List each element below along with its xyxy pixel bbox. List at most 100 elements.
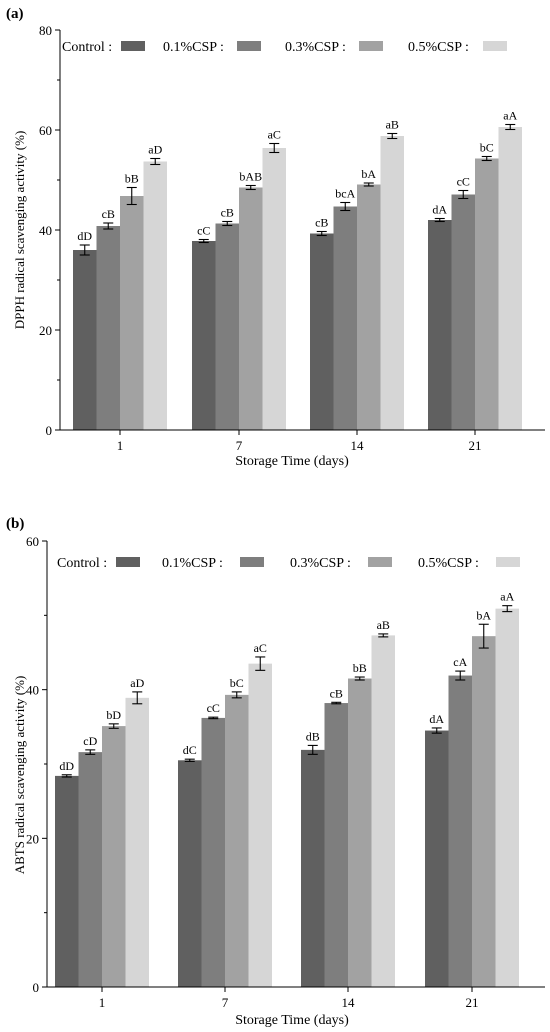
bar: [192, 241, 216, 430]
x-tick-label: 7: [222, 995, 229, 1010]
legend-label: Control :: [62, 40, 112, 55]
bar: [495, 608, 519, 987]
legend-swatch: [368, 557, 392, 567]
x-axis-label-b: Storage Time (days): [235, 1013, 349, 1027]
significance-label: cB: [330, 686, 343, 700]
y-axis-label-b: ABTS radical scavenging activity (%): [12, 676, 27, 875]
significance-label: aD: [148, 143, 162, 157]
significance-label: bC: [480, 141, 494, 155]
legend-swatch: [483, 41, 507, 51]
significance-label: aA: [500, 590, 514, 604]
bar: [78, 752, 102, 987]
significance-label: aB: [377, 618, 390, 632]
bar: [333, 206, 357, 430]
y-tick-label: 0: [33, 980, 40, 995]
legend-label: 0.3%CSP :: [285, 40, 346, 55]
legend-swatch: [240, 557, 264, 567]
significance-label: aC: [268, 128, 281, 142]
bar: [348, 678, 372, 987]
significance-label: bD: [106, 708, 121, 722]
significance-label: bB: [353, 661, 367, 675]
legend-b: Control : 0.1%CSP : 0.3%CSP : 0.5%CSP :: [57, 556, 520, 571]
bar: [380, 136, 404, 430]
significance-label: dD: [77, 229, 92, 243]
y-tick-label: 20: [39, 323, 52, 338]
significance-label: aC: [254, 641, 267, 655]
significance-label: dC: [183, 743, 197, 757]
significance-label: aB: [386, 118, 399, 132]
axes-b: 0 20 40 60 1 7 14 21: [26, 534, 545, 1010]
bar: [201, 717, 225, 987]
y-tick-label: 40: [39, 223, 52, 238]
x-tick-label: 1: [117, 438, 124, 453]
panel-label-a: (a): [6, 6, 24, 22]
bar: [301, 749, 325, 987]
x-tick-label: 14: [351, 438, 365, 453]
bar: [371, 635, 395, 987]
bar: [248, 663, 272, 987]
bar: [120, 196, 144, 430]
significance-label: bcA: [335, 187, 355, 201]
significance-label: cC: [457, 175, 470, 189]
legend-label: Control :: [57, 556, 107, 571]
significance-label: cA: [453, 655, 467, 669]
bar: [102, 726, 126, 987]
bars-b: dD dC dB dA cD cC cB cA bD bC bB bA aD aC aB aA: [55, 590, 519, 987]
bar: [96, 226, 120, 430]
y-tick-label: 0: [46, 423, 53, 438]
significance-label: bAB: [239, 170, 262, 184]
significance-label: dA: [432, 203, 447, 217]
significance-label: bA: [361, 167, 376, 181]
bar: [225, 694, 249, 987]
significance-label: bC: [230, 676, 244, 690]
legend-swatch: [121, 41, 145, 51]
significance-label: cC: [197, 224, 210, 238]
axes-a: 0 20 40 60 80 1 7 14 21: [39, 23, 545, 453]
significance-label: dD: [59, 759, 74, 773]
significance-label: cC: [207, 701, 220, 715]
significance-label: cD: [83, 734, 97, 748]
bar: [472, 636, 496, 987]
bar: [239, 187, 263, 430]
legend-swatch: [237, 41, 261, 51]
bar: [498, 127, 522, 430]
bar: [215, 223, 239, 430]
legend-swatch: [496, 557, 520, 567]
bar: [73, 250, 97, 430]
legend-label: 0.5%CSP :: [418, 556, 479, 571]
bar: [125, 697, 149, 987]
y-tick-label: 60: [26, 534, 39, 549]
bar: [475, 158, 499, 430]
legend-label: 0.1%CSP :: [162, 556, 223, 571]
x-tick-label: 14: [342, 995, 356, 1010]
bar: [448, 675, 472, 987]
x-axis-label-a: Storage Time (days): [235, 454, 349, 469]
bar: [451, 194, 475, 430]
x-tick-label: 7: [236, 438, 243, 453]
significance-label: aA: [503, 109, 517, 123]
significance-label: bA: [476, 608, 491, 622]
legend-swatch: [359, 41, 383, 51]
legend-label: 0.5%CSP :: [408, 40, 469, 55]
x-tick-label: 21: [466, 995, 479, 1010]
legend-a: Control : 0.1%CSP : 0.3%CSP : 0.5%CSP :: [62, 40, 507, 55]
x-tick-label: 1: [99, 995, 106, 1010]
legend-label: 0.3%CSP :: [290, 556, 351, 571]
bar: [425, 730, 449, 987]
y-axis-label-a: DPPH radical scavenging activity (%): [12, 131, 27, 330]
y-tick-label: 60: [39, 123, 52, 138]
bars-a: dD cC cB dA cB cB bcA cC bB bAB bA bC aD aC aB aA: [73, 109, 522, 430]
x-tick-label: 21: [469, 438, 482, 453]
y-tick-label: 20: [26, 831, 39, 846]
significance-label: dB: [306, 729, 320, 743]
bar: [428, 220, 452, 430]
significance-label: cB: [102, 207, 115, 221]
y-tick-label: 80: [39, 23, 52, 38]
significance-label: cB: [315, 216, 328, 230]
significance-label: dA: [429, 712, 444, 726]
panel-label-b: (b): [6, 516, 24, 532]
bar: [310, 233, 334, 430]
legend-swatch: [116, 557, 140, 567]
significance-label: cB: [221, 206, 234, 220]
bar: [143, 161, 167, 430]
